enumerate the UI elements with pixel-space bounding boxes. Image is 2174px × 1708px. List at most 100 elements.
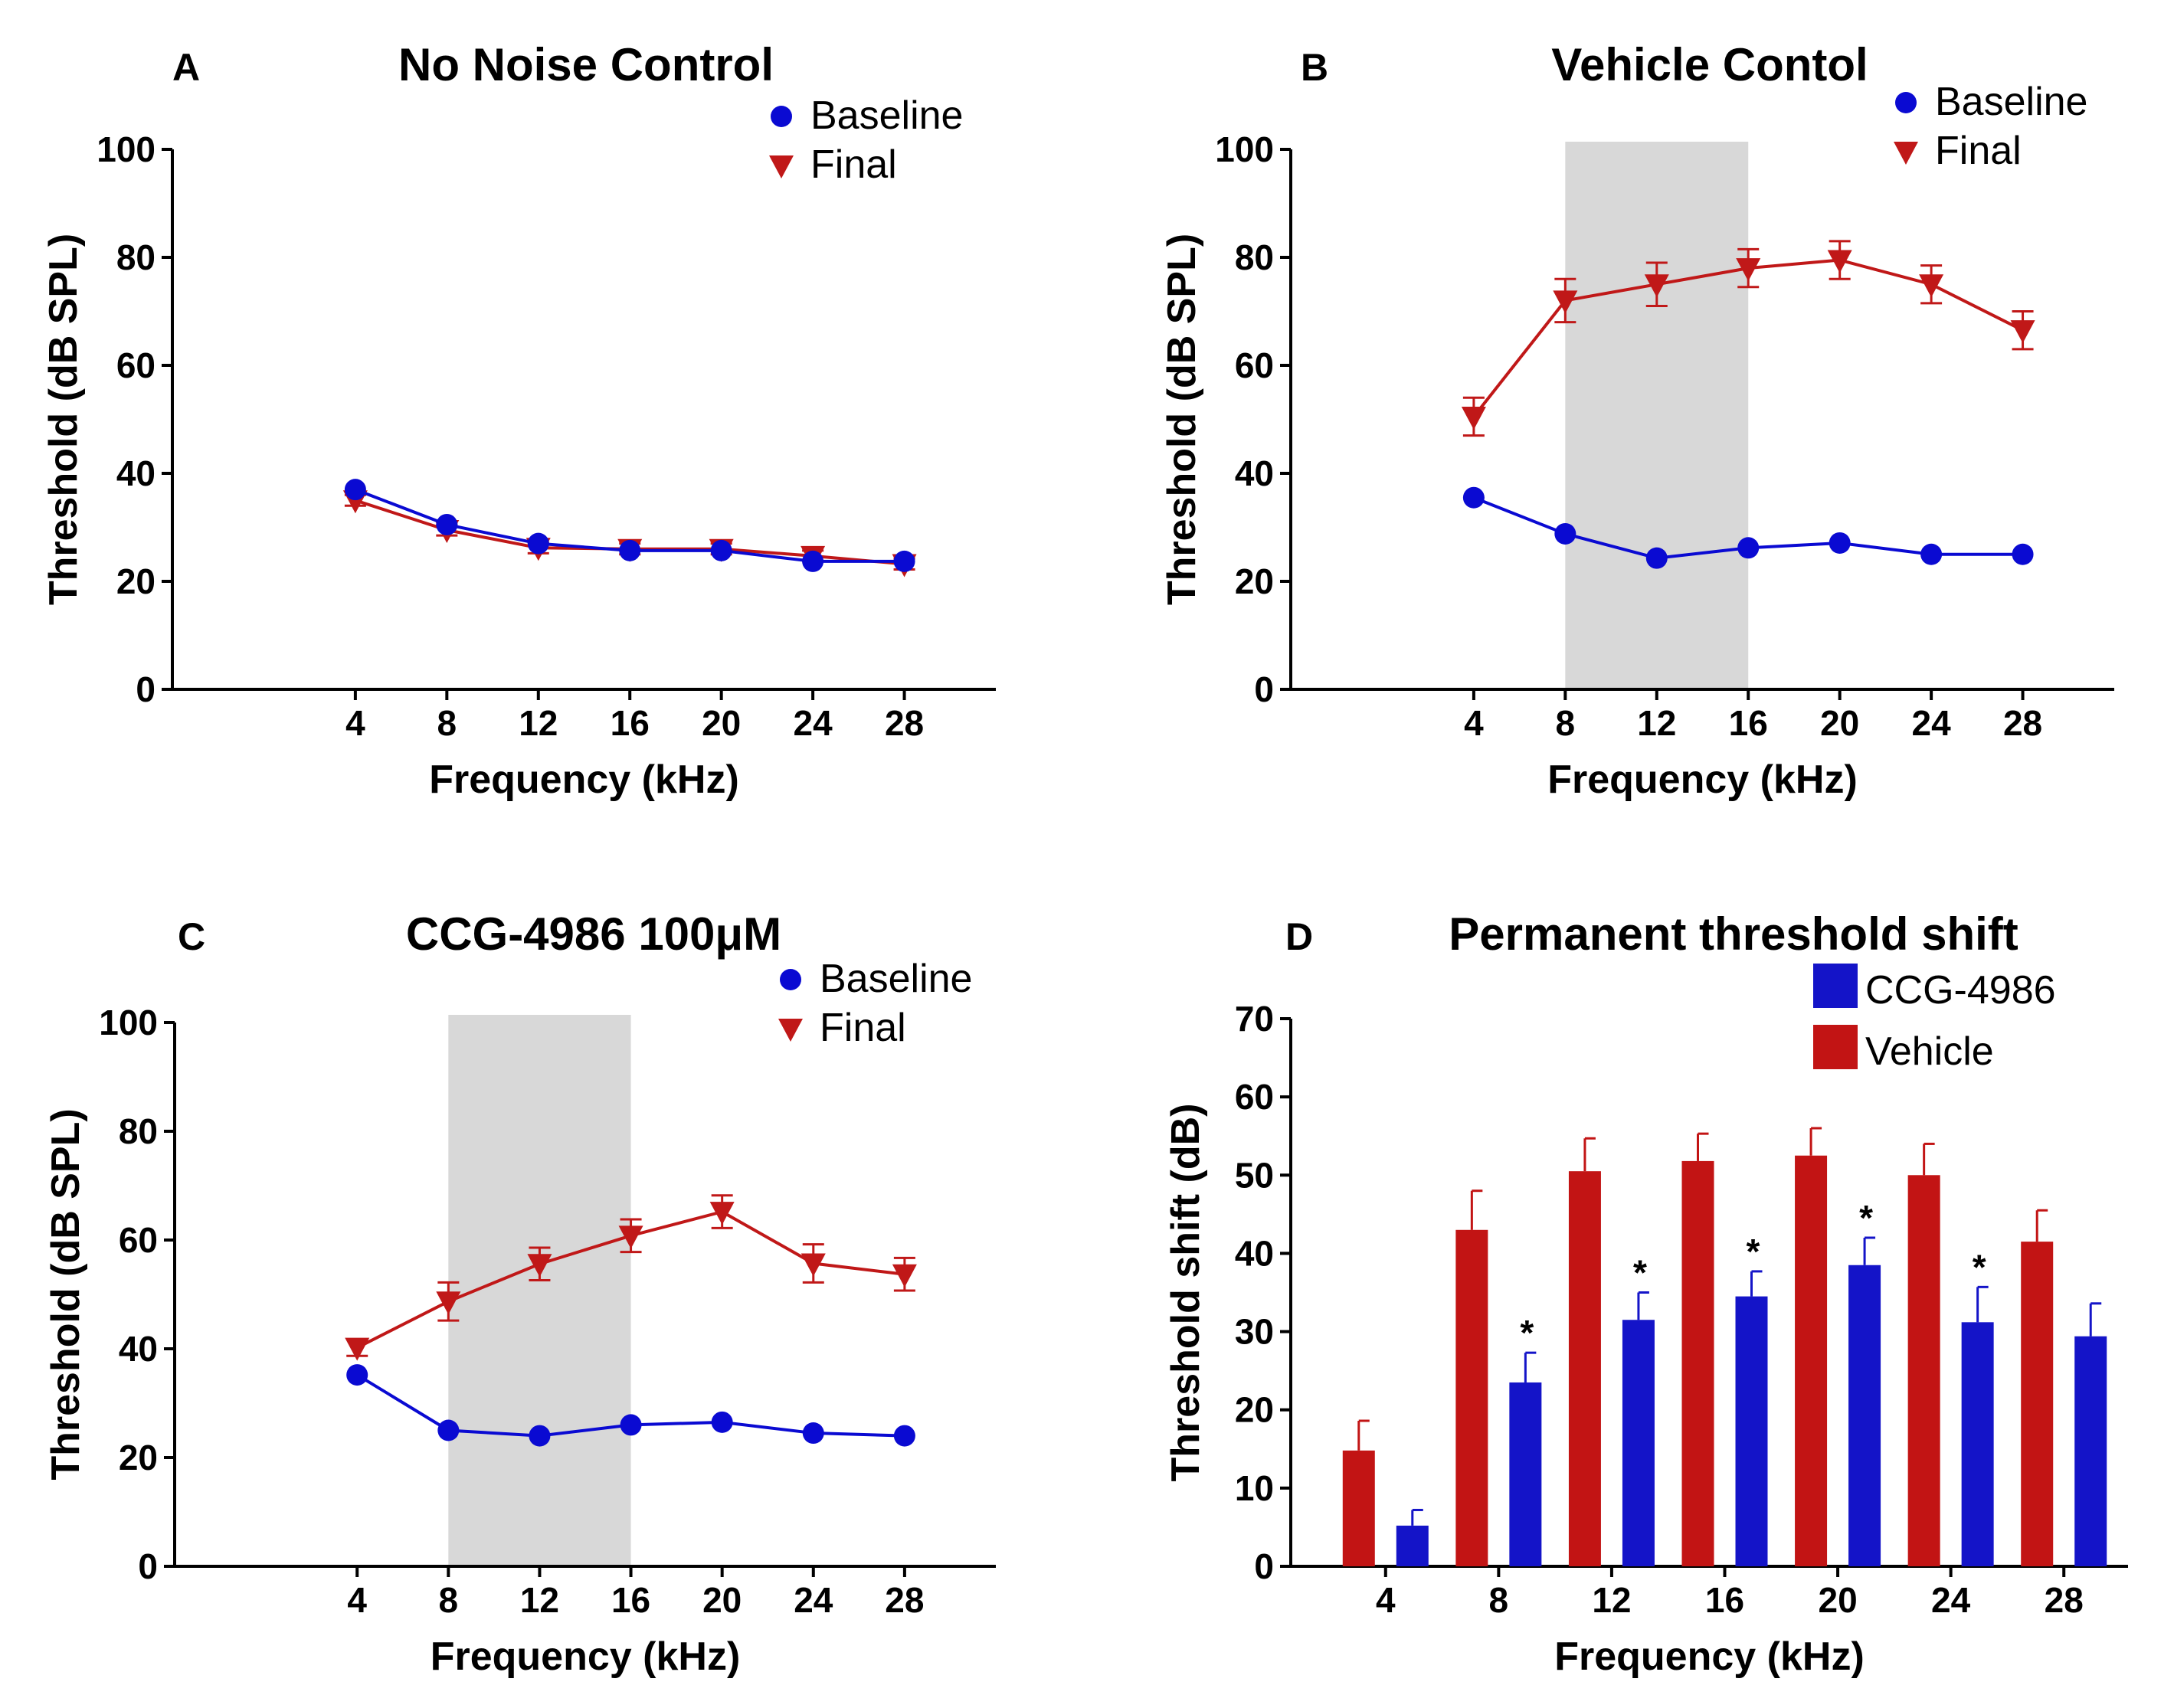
- significance-star: *: [1973, 1247, 1986, 1287]
- legend-swatch-ccg-4986: [1813, 964, 1858, 1008]
- x-axis-label: Frequency (kHz): [429, 757, 739, 802]
- y-tick-label: 40: [1235, 453, 1274, 493]
- x-tick-label: 8: [1556, 703, 1576, 743]
- bar-vehicle: [1681, 1160, 1714, 1566]
- y-tick-label: 40: [1235, 1233, 1274, 1273]
- x-tick-label: 24: [794, 703, 833, 743]
- legend-marker-baseline: [780, 969, 801, 990]
- data-point-final: [892, 1264, 917, 1288]
- bar-vehicle: [1907, 1175, 1940, 1566]
- x-tick-label: 12: [1592, 1580, 1631, 1620]
- y-tick-label: 20: [1235, 561, 1274, 601]
- y-tick-label: 80: [119, 1111, 158, 1151]
- significance-star: *: [1859, 1198, 1873, 1238]
- series-final: [342, 490, 917, 578]
- x-tick-label: 12: [1637, 703, 1676, 743]
- data-point-baseline: [1554, 522, 1576, 545]
- bar-vehicle: [1795, 1155, 1828, 1566]
- y-tick-label: 100: [99, 1003, 158, 1042]
- x-tick-label: 4: [1464, 703, 1484, 743]
- data-point-baseline: [436, 513, 458, 535]
- series-final: [1461, 240, 2035, 437]
- legend-label-final: Final: [1935, 129, 2022, 173]
- y-tick-label: 70: [1235, 999, 1274, 1039]
- data-point-baseline: [1737, 537, 1760, 559]
- data-point-baseline: [711, 1411, 733, 1433]
- data-point-final: [2010, 320, 2035, 344]
- series-baseline: [346, 1364, 915, 1447]
- x-axis-label: Frequency (kHz): [1547, 757, 1858, 802]
- bar-vehicle: [1455, 1229, 1488, 1566]
- series-final: [345, 1194, 917, 1361]
- y-tick-label: 60: [1235, 1077, 1274, 1117]
- chart-title: Vehicle Contol: [1551, 39, 1868, 90]
- panel-a-no-noise-control: A No Noise Control 0 20 40 60 80 100 4 8 12 16 20 24 2…: [41, 39, 996, 802]
- panel-letter: D: [1285, 915, 1313, 958]
- legend-marker-final: [778, 1019, 803, 1042]
- y-axis-label: Threshold (dB SPL): [41, 234, 86, 605]
- panel-letter: C: [178, 915, 205, 958]
- y-tick-label: 0: [1254, 1546, 1274, 1586]
- x-tick-label: 12: [520, 1580, 559, 1620]
- data-point-baseline: [527, 532, 549, 555]
- legend-label-baseline: Baseline: [810, 93, 963, 138]
- bar-vehicle: [2021, 1242, 2054, 1566]
- data-point-baseline: [710, 539, 732, 561]
- x-tick-label: 4: [1376, 1580, 1396, 1620]
- series-vehicle: [1342, 1127, 2054, 1566]
- series-baseline: [344, 479, 915, 572]
- x-tick-label: 16: [1705, 1580, 1744, 1620]
- x-tick-label: 20: [702, 1580, 742, 1620]
- data-point-final: [1827, 250, 1852, 273]
- data-point-baseline: [619, 539, 641, 561]
- data-point-baseline: [346, 1364, 368, 1386]
- data-point-final: [1461, 406, 1486, 430]
- bar-ccg-4986: [1396, 1525, 1429, 1566]
- data-point-baseline: [802, 550, 824, 572]
- data-point-baseline: [1829, 532, 1851, 554]
- data-point-baseline: [437, 1419, 460, 1441]
- data-point-baseline: [620, 1414, 642, 1436]
- y-tick-label: 60: [119, 1220, 158, 1260]
- bar-ccg-4986: [1622, 1320, 1655, 1566]
- chart-title: CCG-4986 100μM: [406, 908, 781, 960]
- y-tick-label: 0: [1254, 669, 1274, 709]
- legend-label-ccg-4986: CCG-4986: [1865, 968, 2056, 1013]
- panel-b-vehicle-control: B Vehicle Contol 0 20 40 60 80 100 4 8 12 16 20 24 28 F…: [1160, 39, 2114, 802]
- x-tick-label: 28: [885, 703, 924, 743]
- y-tick-label: 60: [1235, 345, 1274, 385]
- x-tick-label: 20: [1818, 1580, 1857, 1620]
- data-point-baseline: [1462, 486, 1485, 509]
- x-tick-label: 20: [702, 703, 741, 743]
- y-axis-label: Threshold shift (dB): [1164, 1104, 1208, 1482]
- bar-ccg-4986: [1961, 1322, 1994, 1566]
- chart-title: Permanent threshold shift: [1449, 908, 2018, 960]
- chart-title: No Noise Control: [398, 39, 774, 90]
- series-baseline: [1462, 486, 2034, 569]
- x-tick-label: 24: [794, 1580, 833, 1620]
- noise-exposure-band: [1565, 142, 1749, 689]
- y-tick-label: 20: [1235, 1390, 1274, 1430]
- y-tick-label: 30: [1235, 1312, 1274, 1352]
- legend-label-final: Final: [820, 1006, 906, 1050]
- data-point-final: [618, 1225, 643, 1249]
- data-point-final: [1736, 258, 1761, 282]
- data-point-final: [345, 1337, 370, 1361]
- y-tick-label: 20: [116, 561, 156, 601]
- panel-d-permanent-threshold-shift: D Permanent threshold shift 0 10 20 30 40 50 60 7…: [1164, 908, 2128, 1679]
- data-point-baseline: [344, 479, 366, 501]
- legend-marker-baseline: [771, 106, 792, 127]
- legend-label-baseline: Baseline: [820, 957, 972, 1001]
- x-tick-label: 8: [1489, 1580, 1509, 1620]
- legend-marker-final: [1894, 142, 1918, 165]
- bar-ccg-4986: [2074, 1336, 2107, 1566]
- significance-star: *: [1747, 1232, 1760, 1271]
- y-axis-label: Threshold (dB SPL): [44, 1108, 88, 1480]
- data-point-baseline: [893, 550, 915, 572]
- y-tick-label: 50: [1235, 1155, 1274, 1195]
- x-tick-label: 28: [885, 1580, 924, 1620]
- data-point-final: [436, 1291, 461, 1315]
- y-tick-label: 0: [138, 1546, 158, 1586]
- legend-swatch-vehicle: [1813, 1025, 1858, 1069]
- x-tick-label: 4: [345, 703, 365, 743]
